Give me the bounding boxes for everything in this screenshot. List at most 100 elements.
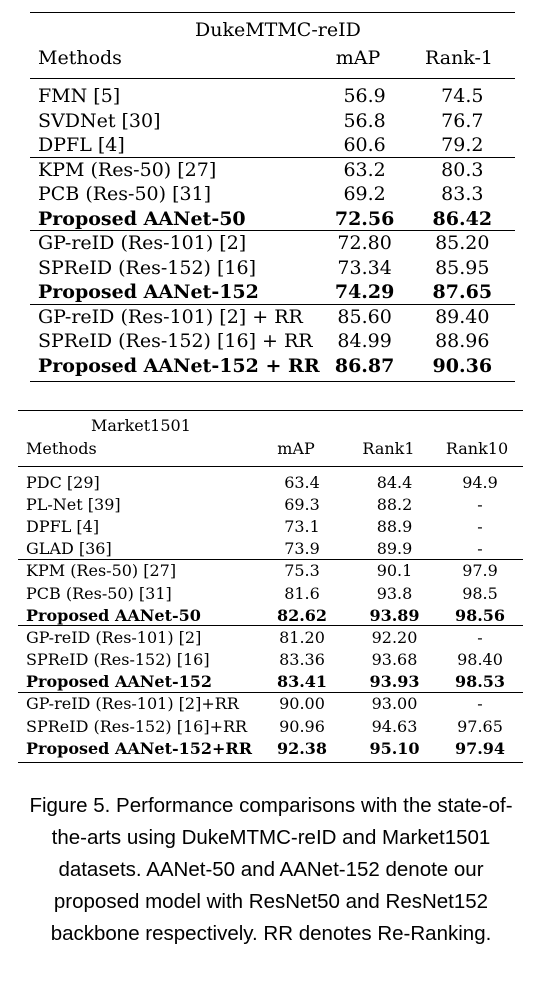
table2-cell-method: PL-Net [39] (26, 494, 121, 514)
table2-cell-rank1: 84.4 (376, 472, 413, 492)
table1-top-rule (30, 12, 515, 13)
table1-cell-rank1: 79.2 (441, 134, 484, 157)
table2-cell-rank1: 93.00 (371, 694, 418, 714)
table2-cell-mAP: 81.6 (284, 583, 320, 603)
table-row: SPReID (Res-152) [16]+RR 90.96 94.63 97.65 (18, 715, 523, 737)
table1-header: DukeMTMC-reID Methods mAP Rank-1 (30, 17, 515, 73)
table-row: PCB (Res-50) [31] 69.2 83.3 (30, 182, 515, 207)
table1-cell-rank1: 80.3 (441, 158, 484, 181)
table1-cell-mAP: 56.9 (343, 85, 386, 108)
table1-cell-mAP: 72.56 (334, 207, 395, 230)
table2-cell-method: PCB (Res-50) [31] (26, 583, 172, 603)
table2-cell-rank10: - (477, 516, 483, 536)
table-row: Proposed AANet-152 + RR 86.87 90.36 (30, 354, 515, 379)
table1-cell-rank1: 88.96 (435, 330, 490, 353)
table1-cell-method: Proposed AANet-152 + RR (38, 354, 320, 377)
table2-body: PDC [29] 63.4 84.4 94.9 PL-Net [39] 69.3 88.2 -… (18, 471, 523, 759)
table1-cell-rank1: 74.5 (441, 85, 484, 108)
table2-cell-mAP: 83.41 (276, 672, 328, 692)
table2-cell-rank10: 97.94 (454, 738, 506, 758)
table1-cell-method: Proposed AANet-50 (38, 207, 246, 230)
table2-cell-rank1: 90.1 (376, 561, 413, 581)
table1-cell-mAP: 86.87 (334, 354, 395, 377)
table2-cell-rank1: 92.20 (371, 627, 418, 647)
table2-cell-mAP: 81.20 (279, 627, 325, 647)
table-row: DPFL [4] 60.6 79.2 (30, 133, 515, 158)
table2-cell-method: Proposed AANet-152 (26, 672, 212, 692)
table-row: GP-reID (Res-101) [2] + RR 85.60 89.40 (30, 305, 515, 330)
table1-cell-rank1: 85.95 (435, 256, 490, 279)
table1-group-rule (30, 156, 515, 158)
table1-cell-method: SVDNet [30] (38, 109, 161, 132)
table1-cell-method: KPM (Res-50) [27] (38, 158, 217, 181)
table-row: SVDNet [30] 56.8 76.7 (30, 109, 515, 134)
table1-cell-method: FMN [5] (38, 85, 121, 108)
table-row: FMN [5] 56.9 74.5 (30, 84, 515, 109)
table1-cell-method: SPReID (Res-152) [16] (38, 256, 256, 279)
table2-top-rule (18, 410, 523, 411)
table1-cell-method: DPFL [4] (38, 134, 125, 157)
table2-cell-method: Proposed AANet-50 (26, 605, 201, 625)
table1-header-map: mAP (335, 47, 381, 69)
table-row: PCB (Res-50) [31] 81.6 93.8 98.5 (18, 582, 523, 604)
table1-cell-method: Proposed AANet-152 (38, 281, 259, 304)
table-row: GP-reID (Res-101) [2] 72.80 85.20 (30, 231, 515, 256)
table2-header-rank10: Rank10 (445, 438, 509, 458)
table-row: GP-reID (Res-101) [2]+RR 90.00 93.00 - (18, 693, 523, 715)
table1-cell-mAP: 84.99 (337, 330, 392, 353)
table2-cell-rank10: - (477, 694, 483, 714)
table2-cell-rank1: 93.93 (369, 672, 420, 692)
table-row: Proposed AANet-152+RR 92.38 95.10 97.94 (18, 737, 523, 759)
table-row: PL-Net [39] 69.3 88.2 - (18, 493, 523, 515)
table-row: KPM (Res-50) [27] 63.2 80.3 (30, 158, 515, 183)
table2-cell-method: PDC [29] (26, 472, 100, 492)
table2-cell-rank10: - (477, 494, 483, 514)
table1-cell-method: GP-reID (Res-101) [2] (38, 232, 247, 255)
table1-cell-method: PCB (Res-50) [31] (38, 183, 212, 206)
table2-cell-mAP: 73.1 (284, 516, 320, 536)
table1-cell-mAP: 63.2 (343, 158, 386, 181)
table-row: Proposed AANet-50 72.56 86.42 (30, 207, 515, 232)
table-row: PDC [29] 63.4 84.4 94.9 (18, 471, 523, 493)
table2-bottom-rule (18, 762, 523, 764)
table1-header-rank1: Rank-1 (425, 47, 493, 69)
table1-cell-method: GP-reID (Res-101) [2] + RR (38, 305, 303, 328)
table1-cell-mAP: 72.80 (337, 232, 392, 255)
figure-caption: Figure 5. Performance comparisons with t… (29, 794, 513, 945)
table2-cell-rank1: 88.2 (376, 494, 413, 514)
table2-cell-rank1: 94.63 (371, 716, 418, 736)
table2-cell-mAP: 73.9 (284, 539, 320, 559)
table1-cell-mAP: 60.6 (343, 134, 386, 157)
table1-cell-rank1: 85.20 (435, 232, 490, 255)
table2-cell-method: DPFL [4] (26, 516, 100, 536)
table2-cell-mAP: 82.62 (276, 605, 328, 625)
table2-cell-rank10: 98.53 (454, 672, 506, 692)
table2-cell-mAP: 69.3 (284, 494, 320, 514)
table1-group-rule (30, 230, 515, 231)
table1-cell-mAP: 85.60 (337, 305, 392, 328)
table2-cell-rank10: 94.9 (462, 472, 498, 492)
table-row: SPReID (Res-152) [16] 83.36 93.68 98.40 (18, 649, 523, 671)
table2-cell-rank1: 93.89 (369, 605, 420, 625)
table2-cell-mAP: 92.38 (276, 738, 328, 758)
table2-cell-rank1: 88.9 (376, 516, 413, 536)
table2-cell-mAP: 75.3 (284, 561, 320, 581)
table2-group-rule (18, 625, 523, 627)
table-row: SPReID (Res-152) [16] + RR 84.99 88.96 (30, 329, 515, 354)
table2-cell-rank10: 97.9 (462, 561, 498, 581)
table1-group-rule (30, 303, 515, 305)
table1-cell-mAP: 73.34 (337, 256, 392, 279)
table2-header: Market1501 Methods mAP Rank1 Rank10 (18, 414, 523, 460)
table2-cell-rank1: 93.8 (376, 583, 413, 603)
table2-cell-method: GLAD [36] (26, 539, 112, 559)
table2-header-rank1: Rank1 (362, 438, 415, 458)
table2-cell-rank10: 98.5 (462, 583, 498, 603)
table2-cell-mAP: 83.36 (279, 650, 325, 670)
table2-cell-rank10: 98.56 (454, 605, 506, 625)
table2-cell-rank10: 97.65 (457, 716, 503, 736)
table1-cell-method: SPReID (Res-152) [16] + RR (38, 330, 313, 353)
table2-cell-rank1: 95.10 (369, 738, 420, 758)
table-row: KPM (Res-50) [27] 75.3 90.1 97.9 (18, 560, 523, 582)
table1-body: FMN [5] 56.9 74.5 SVDNet [30] 56.8 76.7 DPFL [… (30, 84, 515, 378)
table-row: Proposed AANet-152 83.41 93.93 98.53 (18, 671, 523, 693)
